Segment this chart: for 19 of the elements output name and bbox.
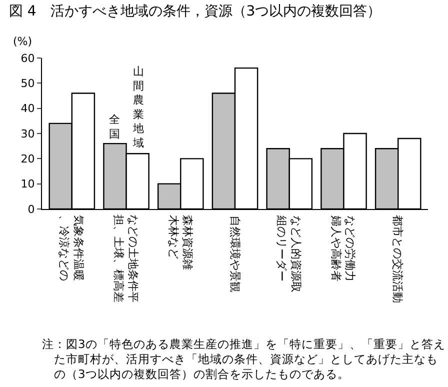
y-tick-label: 0 [28, 202, 35, 216]
y-tick-label: 40 [20, 102, 35, 116]
x-tick-label: 自然環境や景観 [228, 216, 242, 292]
chart-title: 図 4 活かすべき地域の条件，資源（3つ以内の複数回答） [8, 4, 382, 20]
x-tick-label: 気象条件温暖、冷涼などの [58, 215, 85, 282]
y-tick-label: 20 [20, 152, 35, 166]
series-label: 山間農業地域 [132, 65, 144, 150]
x-tick-label: などの土地条件平担、土壌、標高差 [112, 214, 140, 303]
y-axis-title: (%) [13, 35, 32, 48]
x-tick-label: 森林資源雑木林など [166, 214, 194, 270]
x-tick-label: 都市との交流活動 [391, 214, 404, 303]
series-label: 全国 [109, 113, 120, 140]
y-tick-label: 60 [20, 52, 35, 65]
text: 注：図3の「特色のある農業生産の推進」を「特に重要」、「重要」と答えた市町村が、活用すべき「地域の条件、資源など」としてあげた主なもの（3つ以内の複数回答）の割合を示したものである。 [42, 337, 446, 381]
y-tick-label: 30 [20, 127, 35, 140]
y-tick-label: 50 [20, 77, 35, 90]
x-tick-label: などの労働力婦人や高齢者 [329, 215, 357, 282]
y-tick-label: 10 [20, 178, 35, 191]
x-tick-label: など人的資源取組のリーダー [275, 214, 302, 293]
